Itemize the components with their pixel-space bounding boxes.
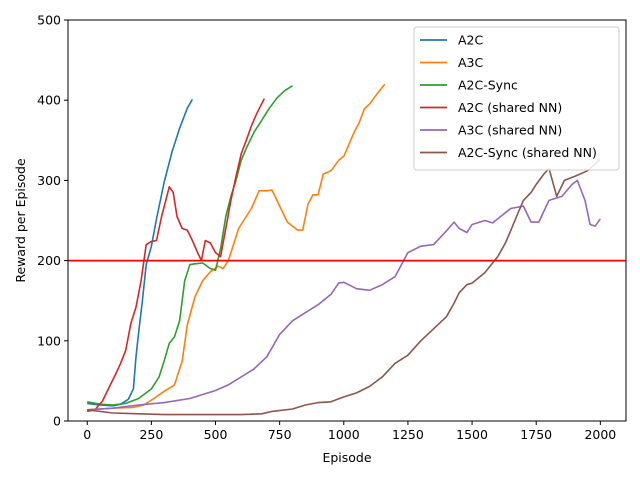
y-tick-label-5: 500 — [37, 13, 61, 28]
y-tick-label-3: 300 — [37, 173, 61, 188]
x-tick-label-5: 1250 — [392, 427, 424, 442]
series-line-4 — [87, 179, 601, 411]
legend-label-5: A2C-Sync (shared NN) — [458, 145, 597, 160]
legend-label-1: A3C — [458, 55, 484, 70]
x-tick-label-0: 0 — [83, 427, 91, 442]
x-tick-label-6: 1500 — [456, 427, 488, 442]
y-tick-label-0: 0 — [53, 414, 61, 429]
series-line-1 — [87, 83, 386, 411]
y-tick-label-2: 200 — [37, 253, 61, 268]
legend-label-0: A2C — [458, 33, 484, 48]
y-axis-label: Reward per Episode — [13, 158, 28, 283]
legend-label-3: A2C (shared NN) — [458, 100, 562, 115]
y-tick-label-1: 100 — [37, 333, 61, 348]
y-tick-label-4: 400 — [37, 93, 61, 108]
x-tick-label-2: 500 — [204, 427, 228, 442]
series-line-2 — [87, 85, 293, 406]
x-tick-label-7: 1750 — [520, 427, 552, 442]
x-tick-label-8: 2000 — [584, 427, 616, 442]
x-tick-label-4: 1000 — [328, 427, 360, 442]
legend-label-4: A3C (shared NN) — [458, 123, 562, 138]
plot-frame — [67, 19, 627, 422]
x-axis-label: Episode — [322, 450, 371, 465]
legend-box — [413, 26, 620, 171]
series-line-5 — [87, 158, 601, 416]
x-tick-label-3: 750 — [268, 427, 292, 442]
legend-label-2: A2C-Sync — [458, 78, 518, 93]
x-tick-label-1: 250 — [139, 427, 163, 442]
series-line-3 — [87, 98, 266, 413]
